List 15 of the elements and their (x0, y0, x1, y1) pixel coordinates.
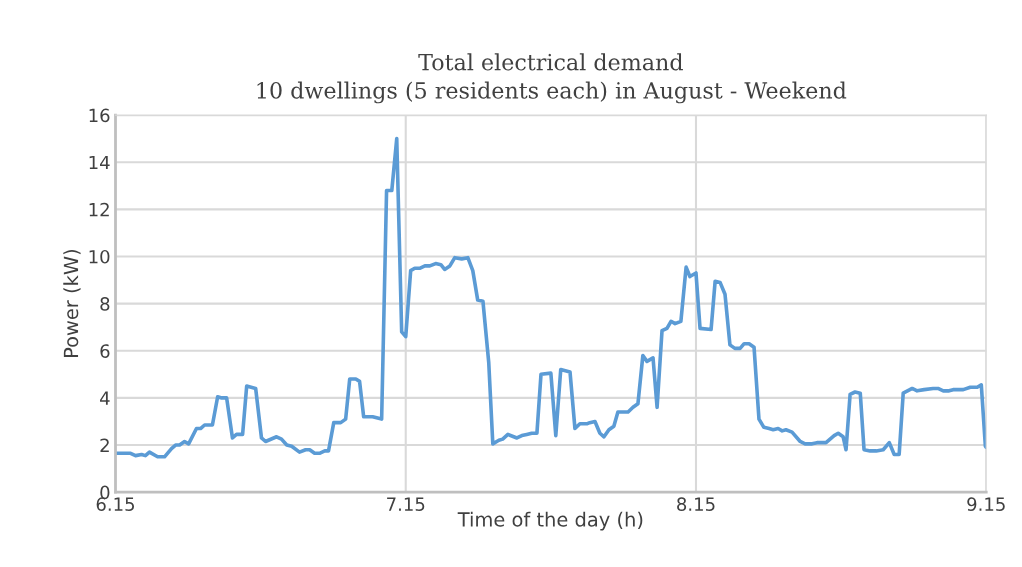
y-tick-label: 2 (100, 438, 109, 452)
y-tick-label: 12 (89, 202, 109, 217)
y-axis-title: Power (kW) (63, 249, 81, 358)
y-tick-label: 6 (100, 344, 110, 358)
x-axis-title: Time of the day (h) (457, 511, 643, 531)
chart-title: Total electrical demand 10 dwellings (5 residents each) in August - Weekend (257, 53, 847, 104)
y-tick-label: 8 (100, 297, 110, 311)
x-tick-label: 8.15 (677, 497, 715, 511)
x-tick-label: 9.15 (967, 497, 1005, 511)
y-tick-label: 10 (89, 249, 110, 264)
y-tick-label: 4 (100, 391, 110, 405)
y-tick-label: 14 (89, 155, 110, 170)
line-series (115, 136, 987, 459)
x-tick-label: 7.15 (387, 497, 425, 511)
y-tick-label: 16 (89, 108, 110, 123)
